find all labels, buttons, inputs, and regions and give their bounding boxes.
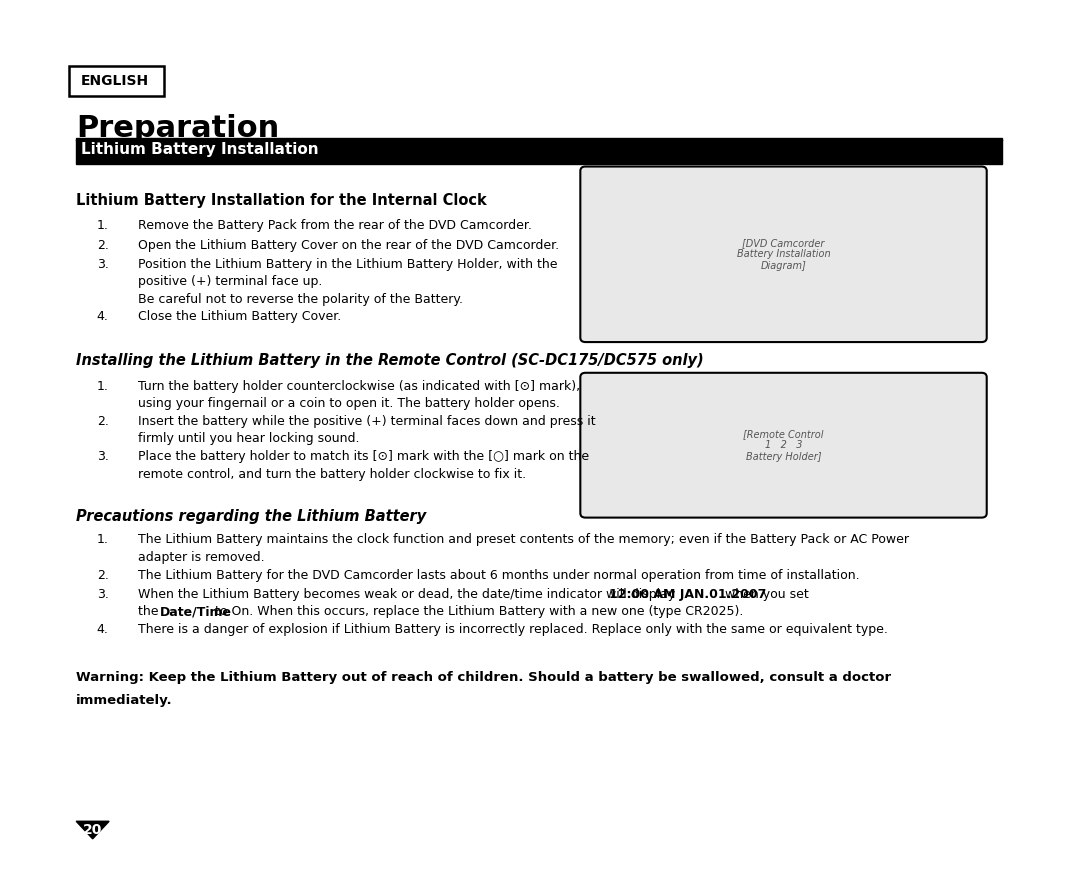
Text: 2.: 2. (97, 569, 109, 581)
Text: Remove the Battery Pack from the rear of the DVD Camcorder.: Remove the Battery Pack from the rear of… (138, 219, 531, 232)
Text: [Remote Control
1   2   3
Battery Holder]: [Remote Control 1 2 3 Battery Holder] (743, 429, 824, 462)
Bar (77, 137, 1002, 164)
Text: The Lithium Battery for the DVD Camcorder lasts about 6 months under normal oper: The Lithium Battery for the DVD Camcorde… (138, 569, 860, 581)
Text: Lithium Battery Installation: Lithium Battery Installation (81, 143, 319, 158)
Text: immediately.: immediately. (77, 694, 173, 707)
Text: 3.: 3. (97, 450, 109, 463)
Text: 2.: 2. (97, 415, 109, 428)
Text: 12:00 AM JAN.01.2007: 12:00 AM JAN.01.2007 (609, 587, 767, 601)
Text: Close the Lithium Battery Cover.: Close the Lithium Battery Cover. (138, 310, 341, 323)
Text: 20: 20 (83, 823, 103, 837)
Text: the: the (138, 605, 162, 618)
Text: 1.: 1. (97, 533, 109, 547)
Text: 3.: 3. (97, 587, 109, 601)
Text: Insert the battery while the positive (+) terminal faces down and press it: Insert the battery while the positive (+… (138, 415, 595, 428)
Text: Place the battery holder to match its [⊙] mark with the [○] mark on the: Place the battery holder to match its [⊙… (138, 450, 589, 463)
Text: 3.: 3. (97, 258, 109, 271)
Text: Be careful not to reverse the polarity of the Battery.: Be careful not to reverse the polarity o… (138, 293, 463, 306)
Text: The Lithium Battery maintains the clock function and preset contents of the memo: The Lithium Battery maintains the clock … (138, 533, 909, 547)
Text: Precautions regarding the Lithium Battery: Precautions regarding the Lithium Batter… (77, 509, 427, 524)
Text: using your fingernail or a coin to open it. The battery holder opens.: using your fingernail or a coin to open … (138, 397, 559, 410)
Text: Installing the Lithium Battery in the Remote Control (SC-DC175/DC575 only): Installing the Lithium Battery in the Re… (77, 353, 704, 368)
Text: firmly until you hear locking sound.: firmly until you hear locking sound. (138, 432, 360, 446)
Text: Open the Lithium Battery Cover on the rear of the DVD Camcorder.: Open the Lithium Battery Cover on the re… (138, 238, 559, 252)
Text: 4.: 4. (97, 310, 109, 323)
Text: Position the Lithium Battery in the Lithium Battery Holder, with the: Position the Lithium Battery in the Lith… (138, 258, 557, 271)
Text: 1.: 1. (97, 380, 109, 392)
Text: adapter is removed.: adapter is removed. (138, 551, 265, 564)
Text: ENGLISH: ENGLISH (81, 74, 149, 89)
Text: Warning: Keep the Lithium Battery out of reach of children. Should a battery be : Warning: Keep the Lithium Battery out of… (77, 672, 891, 684)
Text: Date/Time: Date/Time (160, 605, 232, 618)
Text: Turn the battery holder counterclockwise (as indicated with [⊙] mark),: Turn the battery holder counterclockwise… (138, 380, 580, 392)
Text: 1.: 1. (97, 219, 109, 232)
Text: [DVD Camcorder
Battery Installation
Diagram]: [DVD Camcorder Battery Installation Diag… (737, 237, 831, 271)
Polygon shape (77, 821, 109, 839)
Text: When the Lithium Battery becomes weak or dead, the date/time indicator will disp: When the Lithium Battery becomes weak or… (138, 587, 679, 601)
Text: when you set: when you set (721, 587, 809, 601)
Text: Preparation: Preparation (77, 114, 280, 143)
Text: Lithium Battery Installation for the Internal Clock: Lithium Battery Installation for the Int… (77, 193, 487, 208)
Text: There is a danger of explosion if Lithium Battery is incorrectly replaced. Repla: There is a danger of explosion if Lithiu… (138, 623, 888, 636)
FancyBboxPatch shape (580, 167, 987, 342)
Text: positive (+) terminal face up.: positive (+) terminal face up. (138, 276, 322, 288)
Text: remote control, and turn the battery holder clockwise to fix it.: remote control, and turn the battery hol… (138, 468, 526, 480)
Text: 2.: 2. (97, 238, 109, 252)
Text: to On. When this occurs, replace the Lithium Battery with a new one (type CR2025: to On. When this occurs, replace the Lit… (211, 605, 743, 618)
FancyBboxPatch shape (580, 373, 987, 517)
Text: 4.: 4. (97, 623, 109, 636)
FancyBboxPatch shape (69, 66, 164, 97)
